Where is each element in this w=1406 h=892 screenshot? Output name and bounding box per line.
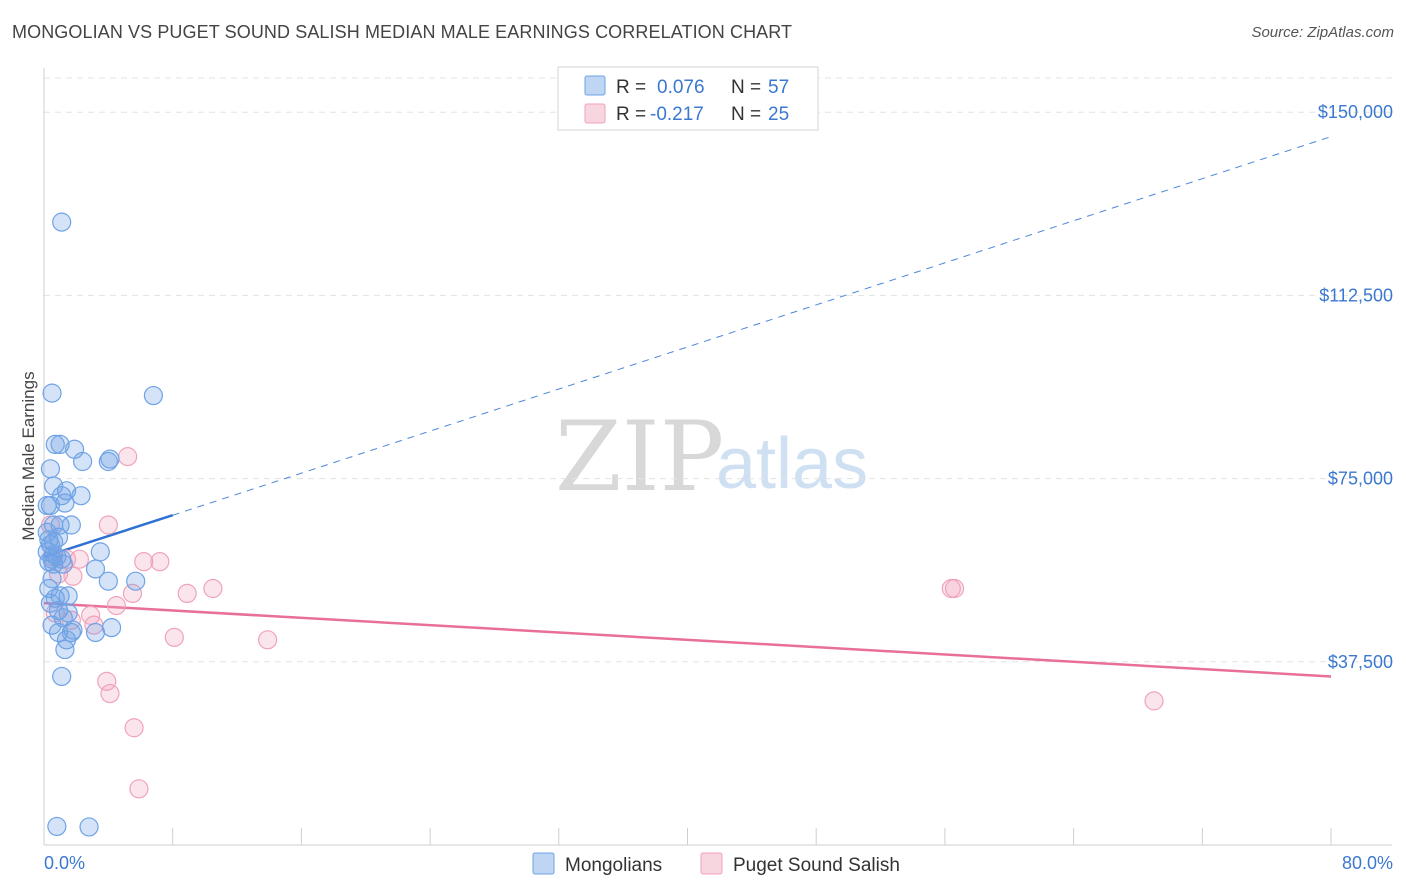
- point-mongolians: [37, 522, 57, 542]
- y-tick-label: $150,000: [1318, 102, 1393, 122]
- point-mongolians: [61, 515, 81, 535]
- point-salish: [100, 683, 120, 704]
- point-mongolians: [48, 622, 69, 643]
- legend-swatch-salish-bottom: [700, 852, 723, 875]
- point-salish: [106, 596, 126, 616]
- point-salish: [97, 671, 117, 691]
- point-mongolians: [42, 569, 62, 589]
- point-mongolians: [55, 639, 75, 660]
- legend-swatch-mongolians-bottom: [532, 852, 555, 875]
- point-mongolians: [126, 571, 146, 591]
- y-tick-labels: $37,500 $75,000 $112,500 $150,000: [1318, 102, 1393, 672]
- point-salish: [1144, 691, 1164, 711]
- point-salish: [203, 578, 223, 599]
- point-salish: [98, 515, 118, 535]
- point-mongolians: [53, 554, 73, 574]
- y-axis-label: Median Male Earnings: [19, 371, 38, 540]
- chart-title: MONGOLIAN VS PUGET SOUND SALISH MEDIAN M…: [12, 22, 793, 42]
- point-mongolians: [42, 549, 62, 569]
- legend-r-label-1: R =: [616, 77, 646, 98]
- point-salish: [258, 630, 278, 650]
- legend-n-label-1: N =: [731, 77, 761, 98]
- legend-label-mongolians: Mongolians: [565, 855, 662, 876]
- gridlines: [44, 77, 1392, 663]
- watermark-zip: ZIP: [555, 401, 724, 513]
- x-tick-label-end: 80.0%: [1342, 853, 1393, 873]
- point-salish: [122, 583, 143, 604]
- point-mongolians: [42, 383, 62, 403]
- point-salish: [129, 779, 149, 799]
- point-mongolians: [45, 434, 65, 455]
- stats-legend-box: [557, 66, 819, 131]
- point-mongolians: [40, 593, 61, 613]
- point-mongolians: [101, 618, 122, 638]
- watermark: ZIP atlas: [555, 401, 868, 513]
- legend-n-label-2: N =: [731, 104, 761, 125]
- legend-r-value-2: -0.217: [650, 104, 704, 125]
- point-mongolians: [85, 622, 106, 643]
- legend-swatch-mongolians: [584, 75, 606, 96]
- y-tick-label: $75,000: [1328, 469, 1393, 489]
- legend-label-salish: Puget Sound Salish: [733, 855, 900, 876]
- legend-r-value-1: 0.076: [657, 77, 705, 98]
- source-label: Source: ZipAtlas.com: [1251, 24, 1394, 41]
- x-tick-label-start: 0.0%: [44, 853, 85, 873]
- point-mongolians: [79, 817, 99, 837]
- legend-n-value-1: 57: [768, 77, 789, 98]
- point-mongolians: [50, 434, 70, 455]
- watermark-atlas: atlas: [716, 424, 868, 504]
- point-mongolians: [40, 459, 61, 479]
- y-tick-label: $112,500: [1319, 285, 1393, 305]
- trend-line-mongolians-extension: [172, 136, 1332, 516]
- point-salish: [150, 552, 170, 572]
- point-salish: [177, 583, 197, 604]
- point-mongolians: [37, 495, 57, 516]
- point-salish: [944, 578, 965, 599]
- trend-line-salish: [43, 601, 1332, 678]
- point-salish: [124, 718, 144, 738]
- point-salish: [134, 552, 154, 572]
- legend-r-label-2: R =: [616, 104, 646, 125]
- point-mongolians: [52, 212, 72, 232]
- x-ticks: [172, 828, 1332, 845]
- point-mongolians: [73, 451, 93, 472]
- point-mongolians: [56, 630, 77, 650]
- point-mongolians: [98, 451, 118, 472]
- point-mongolians: [90, 542, 110, 562]
- point-mongolians: [48, 600, 69, 621]
- legend-n-value-2: 25: [768, 104, 789, 125]
- data-points: [37, 212, 1164, 837]
- legend-swatch-salish: [584, 103, 606, 124]
- y-tick-label: $37,500: [1328, 652, 1393, 672]
- point-mongolians: [85, 559, 106, 579]
- point-mongolians: [71, 486, 91, 506]
- point-salish: [118, 447, 138, 467]
- point-mongolians: [143, 385, 163, 406]
- series-legend: Mongolians Puget Sound Salish: [532, 852, 900, 876]
- point-mongolians: [44, 476, 64, 496]
- point-mongolians: [63, 620, 83, 640]
- point-salish: [164, 627, 184, 647]
- point-mongolians: [47, 816, 67, 837]
- stats-legend: R = 0.076 N = 57 R = -0.217 N = 25: [557, 66, 819, 131]
- point-mongolians: [98, 571, 118, 591]
- point-mongolians: [48, 527, 69, 547]
- point-mongolians: [52, 666, 72, 687]
